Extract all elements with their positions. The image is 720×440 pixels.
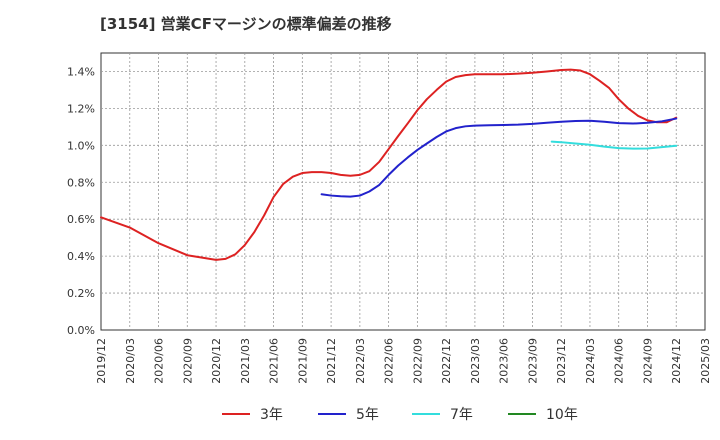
series-line-3 [550, 140, 678, 150]
x-tick-label: 2019/12 [95, 338, 108, 384]
x-tick-label: 2023/06 [498, 338, 511, 384]
series-line-1 [100, 68, 678, 261]
legend-label: 7年 [450, 407, 473, 423]
y-tick-label: 0.4% [67, 250, 95, 263]
x-tick-label: 2021/06 [268, 338, 281, 384]
x-tick-label: 2024/12 [670, 338, 683, 384]
y-tick-label: 1.0% [67, 139, 95, 152]
x-tick-label: 2023/03 [469, 338, 482, 384]
y-tick-label: 0.2% [67, 287, 95, 300]
x-axis: 2019/12 2020/03 2020/06 2020/09 2020/12 2021/… [95, 338, 712, 384]
x-tick-label: 2020/06 [153, 338, 166, 384]
x-tick-label: 2020/12 [210, 338, 223, 384]
y-tick-label: 0.8% [67, 176, 95, 189]
x-tick-label: 2021/12 [325, 338, 338, 384]
legend-label: 3年 [260, 407, 283, 423]
legend-item: 10年 [508, 400, 578, 428]
legend-swatch [508, 413, 536, 415]
legend-swatch [222, 413, 250, 415]
grid-lines [101, 53, 705, 330]
plot-area [100, 52, 706, 331]
y-tick-label: 1.2% [67, 102, 95, 115]
legend-swatch [412, 413, 440, 415]
x-tick-label: 2022/09 [411, 338, 424, 384]
x-tick-label: 2024/03 [584, 338, 597, 384]
x-tick-label: 2023/09 [526, 338, 539, 384]
legend-item: 3年 [222, 400, 283, 428]
x-tick-label: 2021/09 [296, 338, 309, 384]
x-tick-label: 2020/09 [181, 338, 194, 384]
x-tick-label: 2024/06 [613, 338, 626, 384]
x-tick-label: 2022/12 [440, 338, 453, 384]
x-tick-label: 2020/03 [124, 338, 137, 384]
x-tick-label: 2021/03 [239, 338, 252, 384]
x-tick-label: 2022/06 [383, 338, 396, 384]
legend-label: 5年 [356, 407, 379, 423]
y-tick-label: 0.0% [67, 324, 95, 337]
chart-title: [3154] 営業CFマージンの標準偏差の推移 [100, 15, 392, 33]
series-lines [100, 68, 678, 261]
legend-swatch [318, 413, 346, 415]
legend-item: 7年 [412, 400, 473, 428]
y-tick-label: 0.6% [67, 213, 95, 226]
x-tick-label: 2025/03 [699, 338, 712, 384]
x-tick-label: 2023/12 [555, 338, 568, 384]
legend-label: 10年 [546, 407, 578, 423]
plot-frame [100, 52, 706, 331]
x-tick-label: 2022/03 [354, 338, 367, 384]
series-line-2 [320, 117, 678, 198]
legend: 3年 5年 7年 10年 [0, 400, 720, 428]
x-tick-label: 2024/09 [641, 338, 654, 384]
y-axis: 0.0% 0.2% 0.4% 0.6% 0.8% 1.0% 1.2% 1.4% [67, 65, 95, 337]
y-tick-label: 1.4% [67, 65, 95, 78]
legend-item: 5年 [318, 400, 379, 428]
